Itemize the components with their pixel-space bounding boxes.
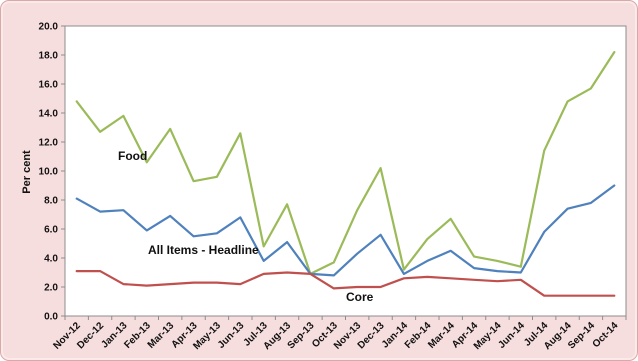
- y-tick-label: 0.0: [44, 312, 58, 323]
- x-tick-label: Oct-14: [591, 320, 621, 350]
- series-label-food: Food: [118, 149, 147, 163]
- plot-area: [64, 25, 627, 317]
- y-tick-label: 6.0: [44, 225, 58, 236]
- series-lines: [75, 50, 616, 297]
- x-tick-label: Sep-13: [286, 320, 317, 351]
- y-tick-label: 2.0: [44, 283, 58, 294]
- series-line-all-items-headline: [75, 184, 616, 277]
- x-tick-label: Dec-13: [356, 320, 387, 351]
- y-tick-label: 10.0: [39, 167, 59, 178]
- y-axis-title: Per cent: [21, 150, 33, 194]
- series-line-food: [75, 50, 616, 275]
- y-tick-label: 18.0: [39, 51, 59, 62]
- series-label-headline: All Items - Headline: [148, 243, 259, 257]
- x-tick-label: Sep-14: [566, 320, 597, 351]
- x-tick-label: Jun-13: [216, 320, 247, 351]
- y-tick-label: 14.0: [39, 109, 59, 120]
- y-tick-label: 12.0: [39, 138, 59, 149]
- y-tick-label: 4.0: [44, 254, 58, 265]
- x-tick-label: Dec-12: [75, 320, 106, 351]
- y-tick-label: 16.0: [39, 80, 59, 91]
- y-tick-label: 20.0: [39, 22, 59, 33]
- series-line-core: [75, 270, 616, 297]
- x-axis: Nov-12Dec-12Jan-13Feb-13Mar-13Apr-13May-…: [51, 316, 627, 352]
- x-tick-label: Jun-14: [496, 320, 527, 351]
- series-label-core: Core: [346, 290, 374, 304]
- y-tick-label: 8.0: [44, 196, 58, 207]
- y-axis: 0.0 2.0 4.0 6.0 8.0 10.0 12.0 14.0 16.0 18.0 20.0: [39, 22, 65, 323]
